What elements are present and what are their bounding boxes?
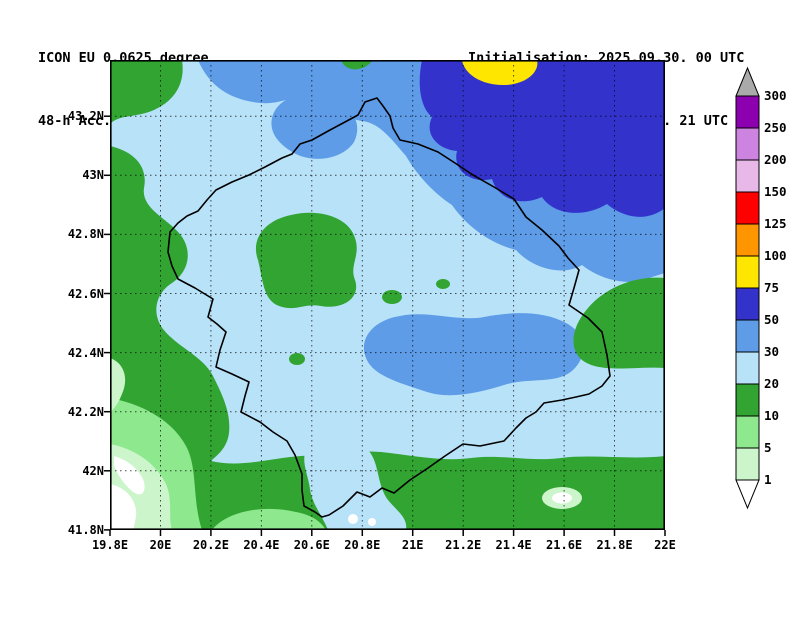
colorbar-segment: [735, 191, 760, 225]
colorbar-level-label: 75: [764, 280, 780, 295]
lon-tick-label: 19.8E: [91, 538, 129, 552]
lat-tick-label: 42.2N: [67, 404, 104, 419]
lon-tick-label: 20.2E: [192, 538, 229, 552]
precip-speck-10-20mm: [436, 279, 450, 289]
lon-tick-label: 21.2E: [445, 538, 482, 552]
lat-tick-label: 42.6N: [67, 286, 104, 301]
colorbar-segment: [735, 127, 760, 161]
lon-tick-label: 20E: [149, 538, 172, 552]
lat-tick-label: 42.8N: [67, 227, 104, 242]
colorbar-segment: [735, 447, 760, 481]
colorbar-level-label: 200: [764, 152, 787, 167]
colorbar-segment: [735, 287, 760, 321]
map-plot-area: [104, 60, 666, 536]
lon-tick-label: 21.6E: [546, 538, 583, 552]
colorbar-level-label: 1: [764, 472, 772, 487]
colorbar: [735, 66, 760, 510]
colorbar-level-label: 10: [764, 408, 780, 423]
precip-region-1-5mm-west-stripe: [110, 358, 126, 412]
lon-tick-label: 20.8E: [344, 538, 381, 552]
colorbar-level-label: 250: [764, 120, 787, 135]
precip-region-10-20mm-north-notch: [341, 60, 373, 70]
lon-tick-label: 22E: [654, 538, 676, 552]
colorbar-over-arrow: [735, 66, 760, 97]
colorbar-segment: [735, 95, 760, 129]
precip-region-5-10mm-south-strip: [212, 508, 326, 530]
axis-tickmarks: [104, 115, 666, 536]
colorbar-under-arrow: [735, 479, 760, 510]
map-frame: [110, 60, 666, 530]
colorbar-level-label: 50: [764, 312, 780, 327]
precip-region-10-20mm-east: [573, 277, 665, 369]
colorbar-level-label: 150: [764, 184, 787, 199]
precip-region-50-75mm-northeast: [419, 60, 665, 217]
colorbar-level-label: 300: [764, 88, 787, 103]
colorbar-level-label: 100: [764, 248, 787, 263]
precip-region-10-20mm-center-west: [255, 212, 357, 309]
precip-region-30-50mm-north-blob: [271, 94, 358, 159]
lon-tick-label: 20.4E: [243, 538, 280, 552]
gridlines: [110, 60, 665, 530]
precip-regions-under-1mm: [110, 456, 572, 530]
colorbar-level-label: 5: [764, 440, 772, 455]
precip-region-75-100mm-north-spot: [462, 60, 538, 86]
precip-region-30-50mm-southeast-band: [363, 313, 584, 396]
precip-region-10-20mm-northwest-corner: [110, 60, 183, 124]
precip-region-under-1mm-stripe: [114, 456, 145, 495]
colorbar-segment: [735, 255, 760, 289]
colorbar-segment: [735, 351, 760, 385]
lon-tick-label: 21.8E: [596, 538, 633, 552]
lon-tick-label: 20.6E: [293, 538, 330, 552]
precip-specks-10-20mm: [289, 279, 450, 365]
colorbar-segment: [735, 319, 760, 353]
colorbar-segment: [735, 383, 760, 417]
precip-speck-10-20mm: [382, 290, 402, 304]
precip-region-under-1mm-dot: [368, 518, 376, 526]
country-border-outline: [167, 97, 611, 518]
precip-region-under-1mm-dot: [348, 514, 358, 524]
precip-speck-10-20mm: [289, 353, 305, 365]
lat-tick-label: 41.8N: [67, 522, 104, 537]
lon-tick-label: 21.4E: [495, 538, 532, 552]
precip-region-under-1mm-corner: [110, 484, 137, 530]
colorbar-level-label: 125: [764, 216, 787, 231]
precip-region-under-1mm-south-spot: [552, 492, 572, 504]
precip-region-20-30mm-south-tongue: [304, 439, 407, 530]
colorbar-segment: [735, 159, 760, 193]
lat-tick-label: 42N: [82, 463, 104, 478]
lat-tick-label: 43.2N: [67, 109, 104, 124]
colorbar-segment: [735, 223, 760, 257]
lat-tick-label: 42.4N: [67, 345, 104, 360]
colorbar-level-label: 20: [764, 376, 780, 391]
colorbar-level-label: 30: [764, 344, 780, 359]
lon-tick-label: 21E: [401, 538, 424, 552]
lat-tick-label: 43N: [82, 168, 104, 183]
colorbar-segment: [735, 415, 760, 449]
